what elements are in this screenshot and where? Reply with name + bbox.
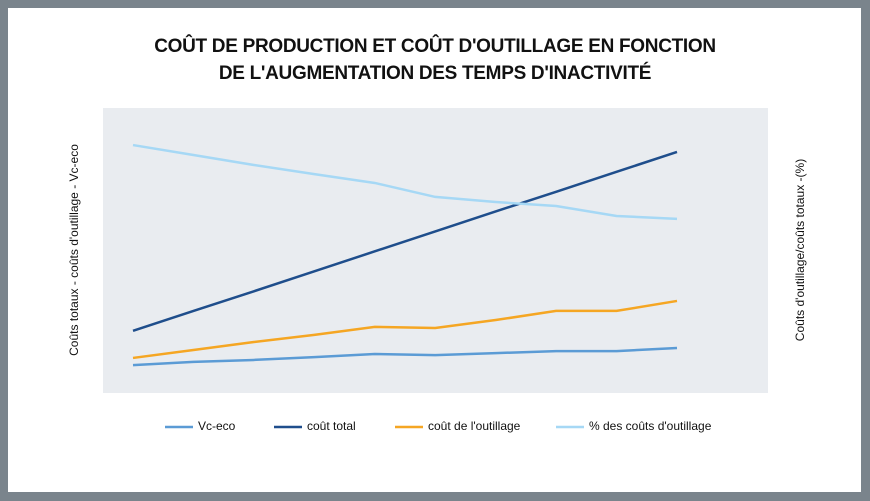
y-axis-label: Coûts totaux - coûts d'outillage - Vc-ec… <box>67 144 81 356</box>
plot-area <box>103 108 768 393</box>
line <box>132 143 678 221</box>
line <box>132 150 678 333</box>
legend-label: coût total <box>307 419 356 433</box>
y2-axis-label: Coûts d'outillage/coûts totaux -(%) <box>793 159 807 341</box>
chart-title: DE L'AUGMENTATION DES TEMPS D'INACTIVITÉ <box>219 62 651 84</box>
line <box>132 346 678 367</box>
legend-label: Vc-eco <box>198 419 236 433</box>
legend-label: coût de l'outillage <box>428 419 521 433</box>
line <box>132 299 678 360</box>
legend-label: % des coûts d'outillage <box>589 419 712 433</box>
chart-title: COÛT DE PRODUCTION ET COÛT D'OUTILLAGE E… <box>154 35 716 57</box>
